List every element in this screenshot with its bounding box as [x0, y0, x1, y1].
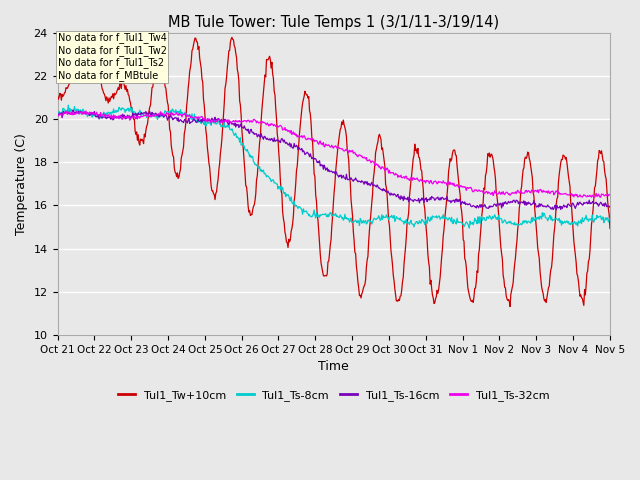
- Legend: Tul1_Tw+10cm, Tul1_Ts-8cm, Tul1_Ts-16cm, Tul1_Ts-32cm: Tul1_Tw+10cm, Tul1_Ts-8cm, Tul1_Ts-16cm,…: [113, 385, 554, 405]
- Y-axis label: Temperature (C): Temperature (C): [15, 133, 28, 235]
- Text: No data for f_Tul1_Tw4
No data for f_Tul1_Tw2
No data for f_Tul1_Ts2
No data for: No data for f_Tul1_Tw4 No data for f_Tul…: [58, 33, 166, 81]
- X-axis label: Time: Time: [318, 360, 349, 373]
- Title: MB Tule Tower: Tule Temps 1 (3/1/11-3/19/14): MB Tule Tower: Tule Temps 1 (3/1/11-3/19…: [168, 15, 499, 30]
